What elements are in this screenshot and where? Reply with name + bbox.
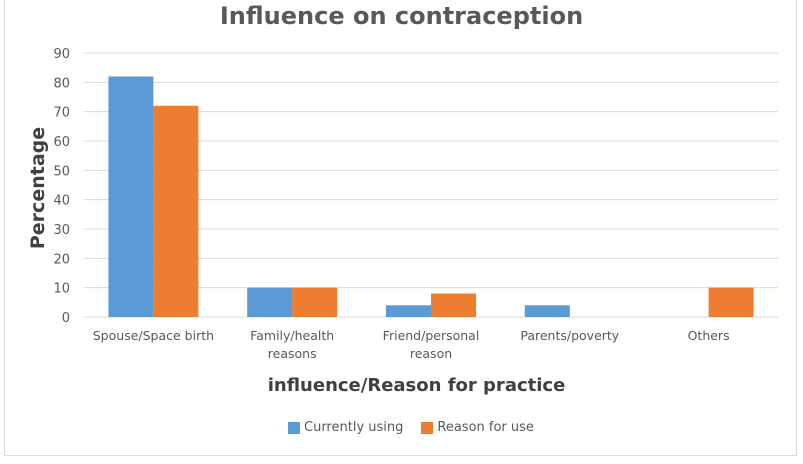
legend-label-currently-using: Currently using xyxy=(304,420,404,435)
bar-reason-for-use-0 xyxy=(153,105,199,317)
x-axis-label: influence/Reason for practice xyxy=(267,375,566,396)
y-tick-label: 60 xyxy=(53,135,70,150)
bar-reason-for-use-4 xyxy=(708,287,754,317)
y-tick-label: 0 xyxy=(62,311,70,326)
x-tick-label: Spouse/Space birth xyxy=(93,328,214,343)
x-tick-label: Family/health xyxy=(250,328,334,343)
bar-currently-using-1 xyxy=(247,287,293,317)
legend: Currently using Reason for use xyxy=(288,420,552,435)
y-tick-label: 20 xyxy=(53,252,70,267)
y-tick-label: 10 xyxy=(53,282,70,297)
legend-swatch-currently-using xyxy=(288,421,300,434)
legend-item-currently-using: Currently using xyxy=(288,420,403,435)
bar-currently-using-0 xyxy=(108,76,154,317)
bar-reason-for-use-1 xyxy=(292,287,338,317)
legend-label-reason-for-use: Reason for use xyxy=(437,420,534,435)
bar-reason-for-use-2 xyxy=(431,293,476,317)
y-tick-label: 70 xyxy=(53,106,70,121)
y-tick-label: 80 xyxy=(53,76,70,91)
x-tick-label: reasons xyxy=(268,346,317,361)
y-tick-label: 90 xyxy=(53,47,70,62)
bar-currently-using-3 xyxy=(524,305,570,317)
y-tick-label: 50 xyxy=(53,164,70,179)
legend-item-reason-for-use: Reason for use xyxy=(421,420,534,435)
x-tick-label: reason xyxy=(410,346,452,361)
x-tick-label: Friend/personal xyxy=(383,328,480,343)
y-tick-label: 30 xyxy=(53,223,70,238)
chart-title: Influence on contraception xyxy=(219,2,584,30)
x-tick-label: Parents/poverty xyxy=(520,328,619,343)
bar-currently-using-2 xyxy=(386,305,431,317)
x-tick-label: Others xyxy=(688,328,730,343)
legend-swatch-reason-for-use xyxy=(421,421,434,434)
y-tick-label: 40 xyxy=(53,194,70,209)
